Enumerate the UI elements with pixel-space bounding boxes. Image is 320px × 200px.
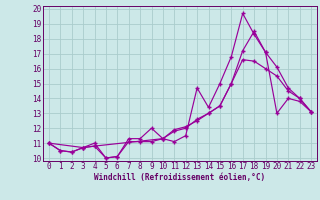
X-axis label: Windchill (Refroidissement éolien,°C): Windchill (Refroidissement éolien,°C) [94, 173, 266, 182]
